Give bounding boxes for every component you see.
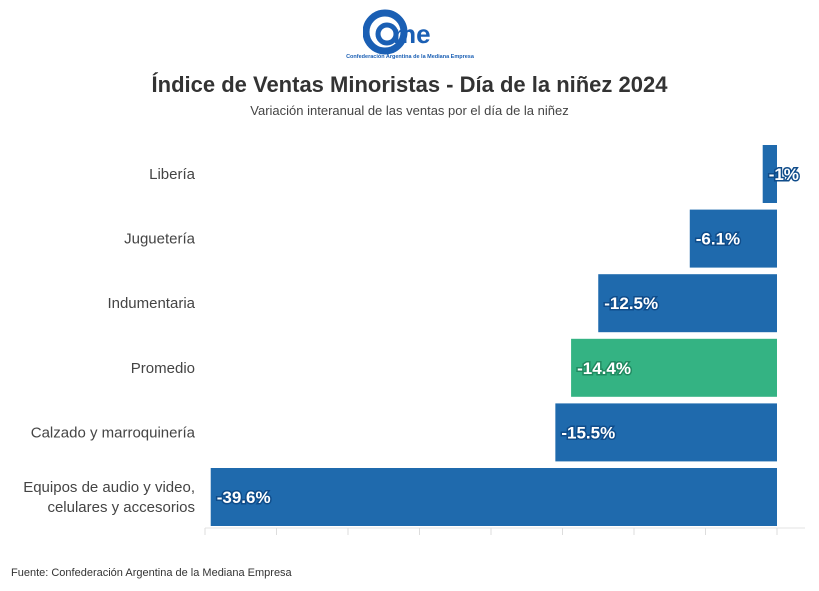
category-label: Calzado y marroquinería: [31, 424, 196, 441]
logo-tagline: Confederación Argentina de la Mediana Em…: [346, 54, 474, 60]
source-note: Fuente: Confederación Argentina de la Me…: [11, 567, 292, 579]
data-label: -39.6%: [217, 488, 271, 507]
category-label: Juguetería: [124, 231, 196, 248]
data-label: -15.5%: [561, 423, 615, 442]
bar: [210, 468, 778, 526]
came-logo: me: [363, 9, 431, 55]
category-label: Promedio: [131, 360, 195, 377]
chart-title: Índice de Ventas Minoristas - Día de la …: [151, 72, 668, 97]
category-label: Libería: [149, 166, 196, 183]
bar: [762, 145, 777, 203]
data-label: -6.1%: [696, 230, 740, 249]
category-label: Indumentaria: [107, 295, 195, 312]
bar: [689, 209, 777, 268]
data-label: -1%: [769, 165, 799, 184]
chart-subtitle: Variación interanual de las ventas por e…: [250, 103, 569, 118]
data-label: -14.4%: [577, 359, 631, 378]
bar: [598, 274, 777, 333]
svg-text:me: me: [393, 19, 431, 49]
data-label: -12.5%: [604, 294, 658, 313]
bar: [555, 403, 777, 462]
bar: [571, 338, 777, 397]
category-label: Equipos de audio y video, celulares y acc…: [23, 479, 195, 516]
